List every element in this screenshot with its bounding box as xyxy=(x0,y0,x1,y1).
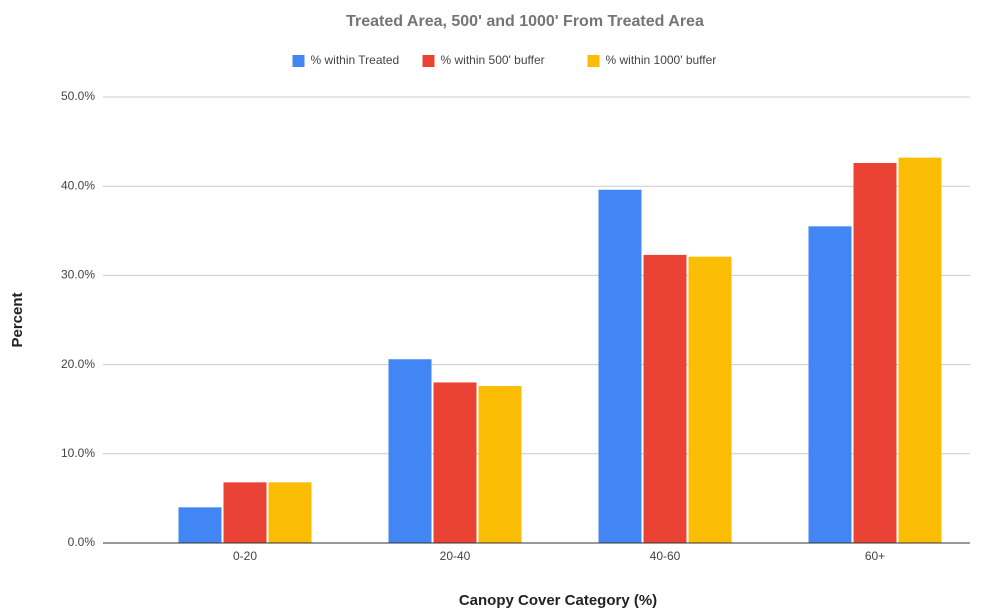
bar xyxy=(433,382,477,543)
y-tick-label: 50.0% xyxy=(61,89,95,103)
x-tick-label: 20-40 xyxy=(440,549,471,563)
legend-label: % within 1000' buffer xyxy=(606,53,717,67)
y-tick-label: 30.0% xyxy=(61,268,95,282)
bar xyxy=(268,482,312,543)
legend-label: % within Treated xyxy=(311,53,400,67)
x-tick-label: 40-60 xyxy=(650,549,681,563)
legend-swatch xyxy=(587,55,600,67)
bar xyxy=(178,507,222,543)
chart-title: Treated Area, 500' and 1000' From Treate… xyxy=(346,13,704,30)
y-tick-label: 40.0% xyxy=(61,178,95,192)
bar xyxy=(388,359,432,543)
x-tick-label: 60+ xyxy=(865,549,885,563)
bar xyxy=(598,189,642,543)
legend-label: % within 500' buffer xyxy=(441,53,545,67)
x-tick-label: 0-20 xyxy=(233,549,257,563)
bar xyxy=(853,163,897,543)
y-axis-title: Percent xyxy=(9,292,26,347)
bar xyxy=(478,386,522,543)
bar xyxy=(223,482,267,543)
bar xyxy=(808,226,852,543)
legend-swatch xyxy=(422,55,435,67)
y-tick-label: 10.0% xyxy=(61,446,95,460)
bar xyxy=(688,256,732,543)
y-tick-label: 0.0% xyxy=(68,535,96,549)
y-tick-label: 20.0% xyxy=(61,357,95,371)
bar xyxy=(898,157,942,543)
legend-swatch xyxy=(292,55,305,67)
bar xyxy=(643,254,687,543)
x-axis-title: Canopy Cover Category (%) xyxy=(459,592,657,609)
